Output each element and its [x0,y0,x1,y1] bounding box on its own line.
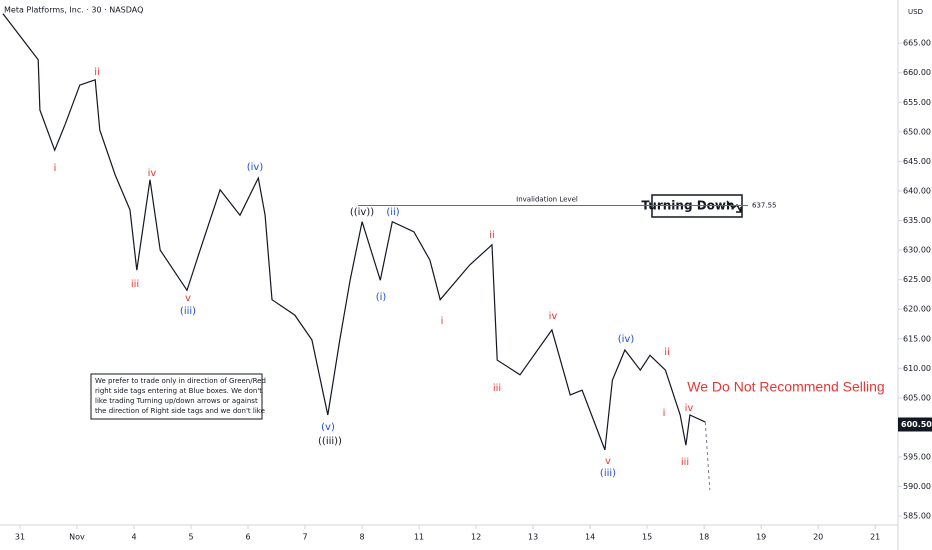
x-tick-label: 5 [188,533,193,542]
invalidation-label: 637.55 [752,201,777,209]
x-tick-label: Nov [69,533,85,542]
invalidation-text: Invalidation Level [516,195,578,203]
wave-label: iv [549,311,558,322]
wave-label: (v) [321,422,335,433]
wave-label: ii [94,67,100,78]
wave-label: i [663,408,666,419]
x-tick-label: 6 [245,533,250,542]
wave-label: ii [489,230,495,241]
warning: We Do Not Recommend Selling [687,379,884,395]
last-price-label: 600.50 [901,420,932,429]
y-tick-label: 585.00 [903,512,931,521]
y-tick-label: 665.00 [903,39,931,48]
y-tick-label: 595.00 [903,453,931,462]
wave-label: ((iv)) [350,207,374,218]
y-tick-label: 625.00 [903,275,931,284]
x-tick-label: 11 [414,533,424,542]
wave-label: ii [664,347,670,358]
x-tick-label: 7 [302,533,307,542]
currency: USD [908,8,923,16]
wave-label: i [441,316,444,327]
wave-label: (ii) [386,207,399,218]
y-tick-label: 610.00 [903,364,931,373]
note-line: the direction of Right side tags and we … [95,407,265,415]
y-tick-label: 650.00 [903,127,931,136]
x-tick-label: 20 [813,533,823,542]
y-tick-label: 630.00 [903,246,931,255]
wave-label: v [185,293,191,304]
y-tick-label: 605.00 [903,393,931,402]
x-tick-label: 21 [870,533,880,542]
y-tick-label: 620.00 [903,305,931,314]
wave-label: v [605,456,611,467]
price-line [2,13,706,451]
note-line: like trading Turning up/down arrows or a… [95,397,258,405]
y-tick-label: 590.00 [903,482,931,491]
y-tick-label: 640.00 [903,186,931,195]
x-tick-label: 31 [15,533,25,542]
wave-label: (iii) [600,468,616,479]
wave-label: (iii) [180,306,196,317]
x-tick-label: 18 [699,533,709,542]
wave-label: iii [493,383,501,394]
x-tick-label: 19 [756,533,766,542]
wave-label: iii [131,279,139,290]
y-tick-label: 645.00 [903,157,931,166]
wave-label: i [54,163,57,174]
last-price-box [898,417,932,432]
signal-arrow [726,200,742,213]
y-tick-label: 615.00 [903,334,931,343]
x-tick-label: 14 [585,533,595,542]
x-tick-label: 13 [528,533,538,542]
chart-title: Meta Platforms, Inc. · 30 · NASDAQ [4,6,143,15]
wave-label: (iv) [247,162,264,173]
note-line: right side tags entering at Blue boxes. … [95,387,262,395]
x-tick-label: 15 [642,533,652,542]
wave-label: ((iii)) [318,436,342,447]
x-tick-label: 4 [131,533,136,542]
x-tick-label: 12 [471,533,481,542]
y-tick-label: 635.00 [903,216,931,225]
note-box [90,373,263,420]
projection-line [704,422,711,491]
wave-label: (iv) [618,334,635,345]
wave-label: iv [685,403,694,414]
y-tick-label: 655.00 [903,98,931,107]
y-tick-label: 660.00 [903,68,931,77]
wave-label: iv [148,168,157,179]
signal-box [651,194,743,218]
x-tick-label: 8 [360,533,365,542]
wave-label: iii [681,457,689,468]
note-line: We prefer to trade only in direction of … [95,377,266,385]
wave-label: (i) [376,292,387,303]
